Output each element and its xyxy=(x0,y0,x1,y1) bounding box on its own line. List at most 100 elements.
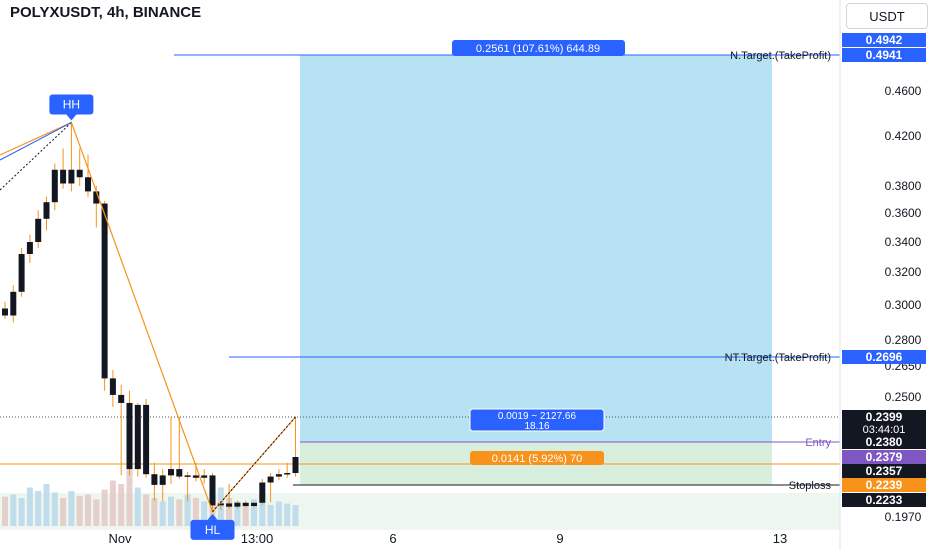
x-tick-label: 13 xyxy=(773,531,787,546)
candle-body xyxy=(2,308,8,316)
volume-bar xyxy=(151,498,158,526)
price-tag-value: 0.4941 xyxy=(866,48,903,62)
y-tick-label: 0.4600 xyxy=(885,84,922,98)
candle-body xyxy=(242,502,249,507)
target1-label: NT.Target.(TakeProfit) xyxy=(725,352,831,364)
volume-bar xyxy=(168,496,174,526)
candle-body xyxy=(168,469,174,476)
candle-body xyxy=(192,475,199,478)
volume-bar xyxy=(134,487,141,526)
candle-body xyxy=(101,203,108,379)
price-tag xyxy=(842,410,926,436)
y-tick-label: 0.3400 xyxy=(885,235,922,249)
volume-bar xyxy=(35,491,42,526)
y-tick-label: 0.3200 xyxy=(885,265,922,279)
hl-tag-pointer xyxy=(207,513,218,520)
volume-bar xyxy=(201,501,208,526)
entry-stats-text-2: 18.16 xyxy=(524,421,549,432)
price-tag-value: 0.2379 xyxy=(866,450,903,464)
stop-stats-text: 0.0141 (5.92%) 70 xyxy=(492,453,583,465)
y-tick-label: 0.3000 xyxy=(885,298,922,312)
volume-bar xyxy=(275,501,282,526)
candle-body xyxy=(68,169,75,184)
target-stats-text: 0.2561 (107.61%) 644.89 xyxy=(476,43,600,55)
candle-body xyxy=(35,218,42,242)
currency-selector-button[interactable]: USDT xyxy=(846,3,928,29)
y-tick-label: 0.2800 xyxy=(885,333,922,347)
candle-body xyxy=(292,457,299,474)
target-stats-box xyxy=(452,40,625,56)
candle-body xyxy=(26,242,33,254)
price-tag xyxy=(842,493,926,507)
hh-tag-pointer xyxy=(66,114,77,121)
volume-bar xyxy=(159,501,166,526)
candle-body xyxy=(51,169,58,203)
candle-body xyxy=(118,394,125,403)
candle-body xyxy=(217,503,224,506)
hl-tag: HL xyxy=(190,513,235,540)
price-tag-value: 0.2233 xyxy=(866,493,903,507)
support-dotted-line xyxy=(212,416,296,513)
entry-label: Entry xyxy=(805,437,831,449)
price-tag-value: 0.4942 xyxy=(866,33,903,47)
candle-body xyxy=(184,475,191,477)
hl-tag-label: HL xyxy=(205,523,221,537)
price-tag-value: 0.2380 xyxy=(866,435,903,449)
volume-bar xyxy=(184,494,191,526)
price-tag-value: 0.2399 xyxy=(866,410,903,424)
price-tag xyxy=(842,48,926,62)
price-tag xyxy=(842,464,926,478)
volume-bar xyxy=(251,499,257,526)
entry-stats-text-1: 0.0019 ~ 2127.66 xyxy=(498,411,577,422)
candle-body xyxy=(143,404,150,475)
volume-bar xyxy=(126,459,133,526)
price-tag-value: 0.2696 xyxy=(866,350,903,364)
y-tick-label: 0.3800 xyxy=(885,179,922,193)
stop-stats-box xyxy=(470,451,604,465)
price-tag-value: 0.2357 xyxy=(866,464,903,478)
chart-title: POLYXUSDT, 4h, BINANCE xyxy=(10,4,202,21)
volume-bar xyxy=(267,505,274,526)
volume-bar xyxy=(93,499,100,526)
candle-body xyxy=(126,402,133,470)
price-tag xyxy=(842,450,926,464)
hh-tag: HH xyxy=(49,94,94,121)
volume-bar xyxy=(18,498,25,526)
trend-dotted-line xyxy=(0,122,72,191)
candle-body xyxy=(275,474,282,477)
volume-bar xyxy=(85,494,91,526)
volume-bar xyxy=(143,494,150,526)
lower-band-zone xyxy=(0,493,840,530)
volume-bar xyxy=(192,498,199,526)
volume-bar xyxy=(68,491,75,526)
candle-body xyxy=(267,476,274,483)
volume-bar xyxy=(51,492,58,526)
candle-body xyxy=(43,202,50,219)
volume-bar xyxy=(109,480,116,526)
volume-bar xyxy=(101,489,108,526)
x-tick-label: 13:00 xyxy=(241,531,274,546)
volume-bar xyxy=(10,494,17,526)
volume-bar xyxy=(284,503,291,526)
price-tag xyxy=(842,435,926,449)
candle-body xyxy=(201,475,208,478)
candle-body xyxy=(76,169,83,178)
take-profit-zone xyxy=(300,55,772,442)
price-tag-value: 0.2239 xyxy=(866,478,903,492)
hl-tag-box xyxy=(190,519,235,540)
volume-bar xyxy=(60,498,67,526)
candle-body xyxy=(259,482,266,503)
candle-body xyxy=(109,378,116,395)
candle-body xyxy=(209,475,216,506)
price-tag xyxy=(842,33,926,47)
x-tick-label: Nov xyxy=(108,531,132,546)
zigzag-line xyxy=(0,121,296,513)
entry-stats-box xyxy=(469,408,605,432)
volume-bar xyxy=(259,502,266,526)
candle-body xyxy=(60,169,67,184)
volume-bar xyxy=(234,501,241,526)
price-tag xyxy=(842,350,926,364)
candle-body xyxy=(93,191,100,204)
y-tick-label: 0.3600 xyxy=(885,206,922,220)
